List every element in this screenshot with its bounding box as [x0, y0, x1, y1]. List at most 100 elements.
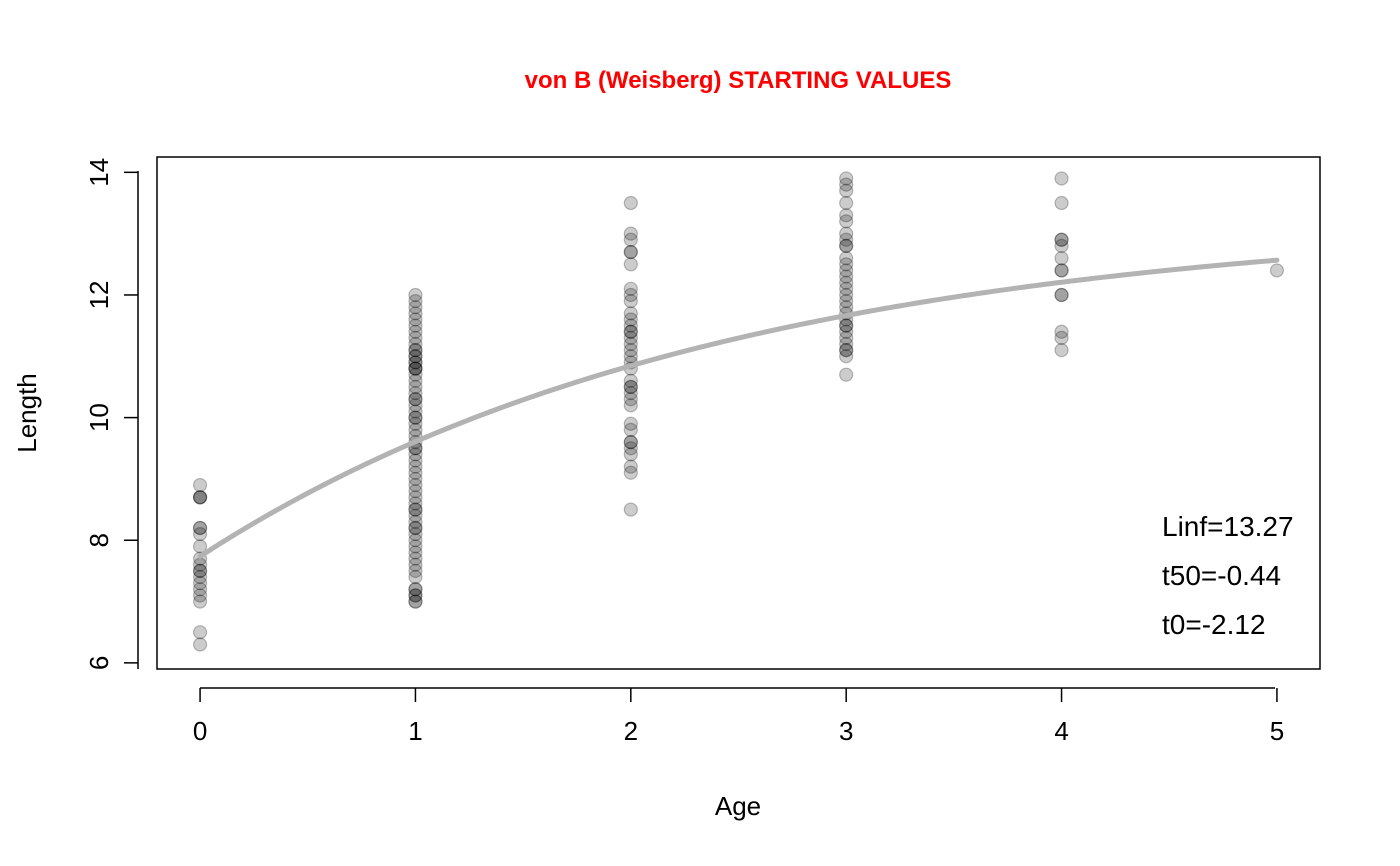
- data-point: [408, 349, 423, 364]
- data-point: [1054, 232, 1069, 247]
- data-point: [623, 343, 638, 358]
- data-point: [623, 379, 638, 395]
- data-point: [192, 576, 208, 591]
- data-point: [1054, 343, 1069, 358]
- data-point: [408, 293, 423, 309]
- data-point: [408, 355, 423, 370]
- data-point: [192, 588, 208, 603]
- data-point: [408, 471, 423, 487]
- data-point: [1054, 263, 1069, 278]
- data-point: [1054, 195, 1069, 211]
- x-tick-label: 3: [839, 716, 853, 746]
- annotation-t0: t0=-2.12: [1162, 609, 1266, 640]
- data-point: [408, 410, 423, 425]
- data-point: [839, 208, 854, 223]
- data-point: [408, 465, 423, 480]
- fitted-curve: [197, 257, 1280, 559]
- data-point: [623, 281, 638, 296]
- data-point: [408, 447, 423, 462]
- data-point: [408, 330, 423, 345]
- data-point: [408, 502, 423, 517]
- data-point: [1054, 330, 1069, 345]
- x-axis: 0 1 2 3 4 5: [193, 687, 1284, 746]
- y-tick-label: 8: [84, 533, 114, 547]
- data-point: [839, 318, 854, 333]
- data-point: [408, 594, 423, 609]
- data-point: [623, 416, 638, 431]
- data-point: [192, 520, 208, 536]
- data-point: [408, 367, 423, 382]
- data-point: [408, 361, 423, 376]
- data-point: [408, 373, 423, 388]
- data-point: [1054, 171, 1069, 186]
- data-point: [839, 349, 854, 364]
- data-point: [623, 385, 638, 401]
- data-point: [839, 171, 854, 186]
- x-axis-label: Age: [715, 791, 761, 821]
- data-point: [839, 343, 854, 358]
- plot-frame: [156, 156, 1321, 670]
- data-point: [623, 336, 638, 352]
- y-axis: 6 8 10 12 14: [84, 158, 139, 670]
- data-point: [1054, 238, 1069, 254]
- data-point: [623, 392, 638, 407]
- data-point: [839, 195, 854, 211]
- x-tick-label: 1: [408, 716, 422, 746]
- data-point: [192, 490, 208, 505]
- data-point: [839, 238, 854, 254]
- data-point: [408, 588, 423, 603]
- data-point: [623, 232, 638, 247]
- data-point: [623, 244, 638, 260]
- curve-layer: [197, 257, 1280, 559]
- data-point: [408, 582, 423, 597]
- data-point: [408, 539, 423, 554]
- data-point: [408, 343, 423, 358]
- data-point: [623, 257, 638, 272]
- data-point: [408, 379, 423, 395]
- data-point: [839, 336, 854, 352]
- data-point: [408, 569, 423, 585]
- data-point: [408, 355, 423, 370]
- data-point: [408, 324, 423, 339]
- data-point: [408, 336, 423, 352]
- data-point: [839, 226, 854, 241]
- data-point: [408, 300, 423, 315]
- data-point: [192, 563, 208, 578]
- data-point: [623, 318, 638, 333]
- data-point: [408, 496, 423, 511]
- data-point: [839, 177, 854, 192]
- data-point: [623, 195, 638, 211]
- data-point: [839, 183, 854, 198]
- data-point: [623, 226, 638, 241]
- data-point: [1054, 324, 1069, 339]
- data-point: [192, 539, 208, 554]
- data-point: [408, 588, 423, 603]
- data-point: [408, 484, 423, 499]
- data-point: [408, 349, 423, 364]
- data-point: [408, 416, 423, 431]
- data-point: [1054, 251, 1069, 266]
- data-point: [623, 306, 638, 321]
- data-point: [408, 545, 423, 560]
- x-tick-label: 4: [1054, 716, 1068, 746]
- data-point: [623, 502, 638, 517]
- x-tick-label: 5: [1270, 716, 1284, 746]
- data-point: [839, 343, 854, 358]
- data-point: [839, 275, 854, 290]
- data-point: [623, 244, 638, 260]
- data-point: [408, 343, 423, 358]
- data-point: [192, 520, 208, 536]
- data-point: [192, 582, 208, 597]
- data-point: [408, 318, 423, 333]
- data-point: [1054, 287, 1069, 303]
- data-point: [408, 508, 423, 523]
- y-tick-label: 14: [84, 158, 114, 187]
- y-tick-label: 12: [84, 281, 114, 310]
- data-point: [839, 324, 854, 339]
- y-tick-label: 6: [84, 656, 114, 670]
- data-point: [839, 269, 854, 284]
- data-point: [623, 312, 638, 327]
- data-point: [192, 563, 208, 578]
- data-point: [839, 318, 854, 333]
- data-point: [408, 520, 423, 536]
